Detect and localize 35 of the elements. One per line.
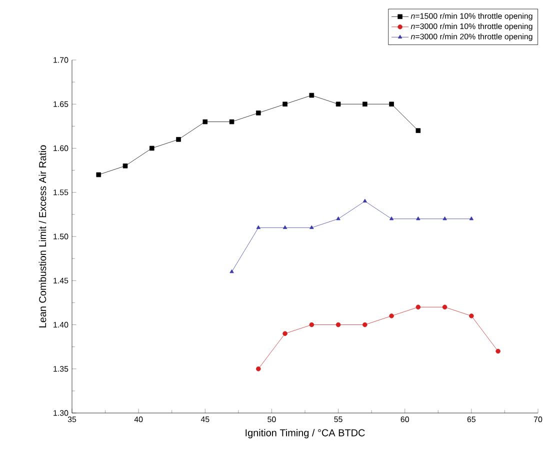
point bbox=[362, 322, 368, 328]
point bbox=[282, 225, 288, 229]
point bbox=[336, 102, 341, 107]
point bbox=[256, 366, 261, 372]
point bbox=[416, 304, 421, 310]
point bbox=[389, 102, 394, 107]
point bbox=[389, 314, 394, 318]
point bbox=[149, 146, 154, 151]
point bbox=[442, 304, 448, 310]
point bbox=[96, 172, 102, 178]
point bbox=[336, 216, 340, 220]
point bbox=[256, 225, 260, 229]
point bbox=[282, 102, 288, 107]
point bbox=[282, 331, 288, 336]
point bbox=[202, 119, 208, 124]
y-axis-title: Lean Combustion Limit / Excess Air Ratio bbox=[38, 145, 46, 328]
point bbox=[230, 269, 234, 274]
point bbox=[336, 322, 341, 328]
point bbox=[122, 164, 128, 168]
point bbox=[469, 216, 474, 220]
point bbox=[469, 314, 474, 318]
point bbox=[442, 216, 447, 220]
point bbox=[389, 216, 394, 220]
point bbox=[310, 225, 314, 229]
point bbox=[362, 102, 368, 107]
point bbox=[416, 128, 421, 133]
point bbox=[309, 322, 314, 328]
point bbox=[362, 198, 368, 202]
x-axis-title: Ignition Timing / °CA BTDC bbox=[246, 429, 365, 438]
point bbox=[256, 110, 261, 116]
point bbox=[309, 92, 314, 98]
point bbox=[416, 216, 420, 220]
point bbox=[176, 137, 181, 142]
point bbox=[229, 119, 234, 124]
point bbox=[496, 348, 500, 354]
